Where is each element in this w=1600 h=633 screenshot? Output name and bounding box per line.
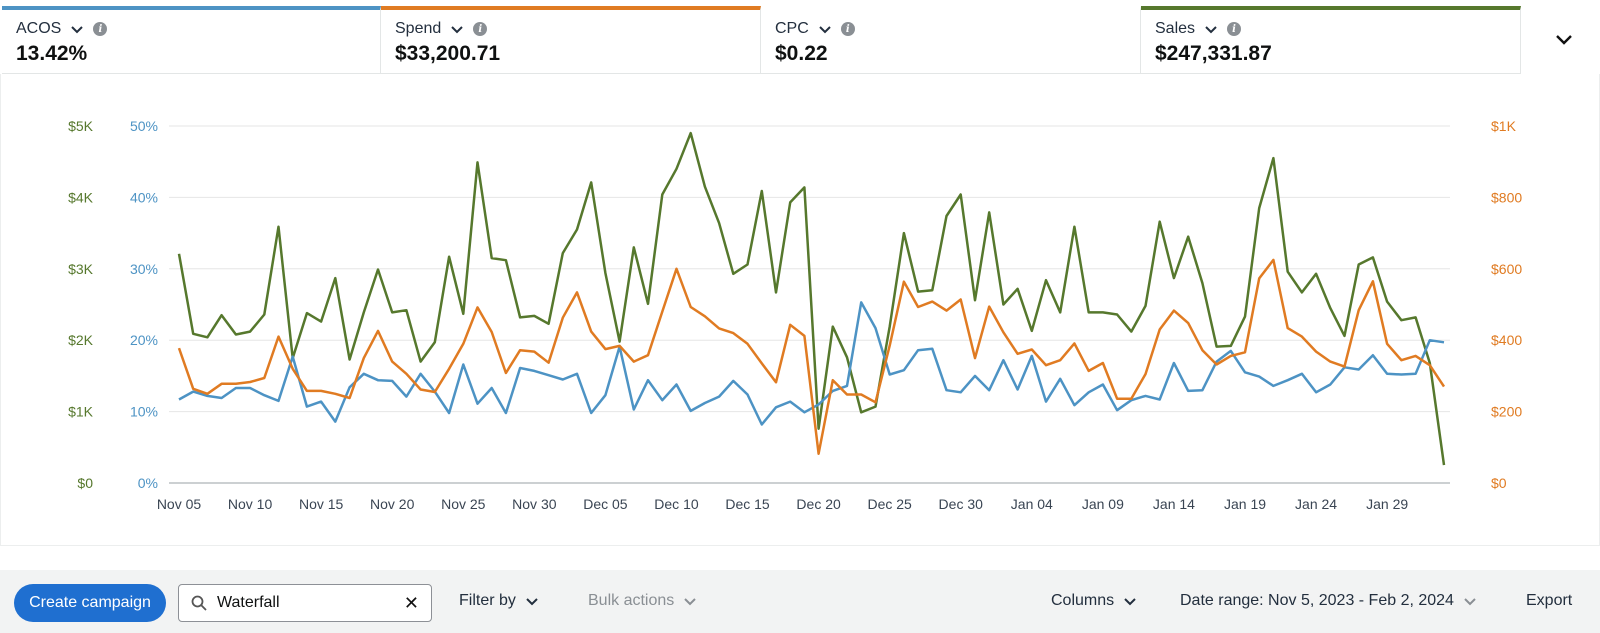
columns-dropdown[interactable]: Columns xyxy=(1051,592,1138,610)
x-axis-tick-label: Jan 04 xyxy=(1011,496,1053,512)
acos-axis-tick-label: 20% xyxy=(130,332,158,348)
sales-axis-tick-label: $1K xyxy=(68,404,94,420)
series-line-spend xyxy=(177,258,1446,455)
metric-label: Spend xyxy=(395,20,442,37)
acos-axis-tick-label: 10% xyxy=(130,404,158,420)
x-axis-tick-label: Dec 20 xyxy=(796,496,841,512)
date-range-label: Date range: Nov 5, 2023 - Feb 2, 2024 xyxy=(1180,592,1454,609)
sales-axis-tick-label: $4K xyxy=(68,189,94,205)
x-axis-tick-label: Jan 19 xyxy=(1224,496,1266,512)
metric-value: 13.42% xyxy=(16,42,88,65)
acos-axis-tick-label: 30% xyxy=(130,261,158,277)
x-axis-tick-label: Dec 30 xyxy=(939,496,984,512)
chevron-down-icon[interactable] xyxy=(1203,21,1219,37)
x-axis-tick-label: Nov 30 xyxy=(512,496,557,512)
export-label: Export xyxy=(1526,592,1573,609)
x-axis-tick-label: Dec 25 xyxy=(867,496,912,512)
chevron-down-icon[interactable] xyxy=(817,21,833,37)
acos-axis-tick-label: 50% xyxy=(130,118,158,134)
spend-axis-tick-label: $800 xyxy=(1491,189,1522,205)
x-axis-tick-label: Jan 24 xyxy=(1295,496,1337,512)
metric-label: CPC xyxy=(775,20,809,37)
x-axis-tick-label: Dec 10 xyxy=(654,496,699,512)
search-input[interactable] xyxy=(217,594,387,612)
series-line-sales xyxy=(177,131,1446,466)
spend-axis-tick-label: $600 xyxy=(1491,261,1522,277)
metric-value: $33,200.71 xyxy=(395,42,501,65)
bulk-actions-label: Bulk actions xyxy=(588,592,675,609)
x-axis-tick-label: Nov 20 xyxy=(370,496,415,512)
x-axis-tick-label: Nov 15 xyxy=(299,496,344,512)
spend-axis-tick-label: $0 xyxy=(1491,475,1507,491)
x-axis-tick-label: Nov 10 xyxy=(228,496,273,512)
acos-axis-tick-label: 0% xyxy=(138,475,158,491)
x-axis-tick-label: Nov 05 xyxy=(157,496,202,512)
export-button[interactable]: Export xyxy=(1526,592,1572,610)
campaign-toolbar: Create campaign ✕ Filter by Bulk actions… xyxy=(0,570,1600,633)
info-icon[interactable]: i xyxy=(93,22,108,36)
acos-axis-tick-label: 40% xyxy=(130,189,158,205)
close-icon[interactable]: ✕ xyxy=(403,592,419,613)
performance-chart: $0 $1K $2K $3K $4K $5K 0% 10% 20% 30% 40% 50% $0 $200… xyxy=(0,74,1600,546)
chevron-down-icon xyxy=(1464,598,1476,606)
x-axis-tick-label: Jan 14 xyxy=(1153,496,1195,512)
expand-chevron-icon[interactable] xyxy=(1553,30,1575,48)
sales-axis-tick-label: $2K xyxy=(68,332,94,348)
bulk-actions-dropdown[interactable]: Bulk actions xyxy=(588,592,698,610)
info-icon[interactable]: i xyxy=(840,22,855,36)
x-axis-tick-label: Jan 29 xyxy=(1366,496,1408,512)
spend-axis-tick-label: $400 xyxy=(1491,332,1522,348)
x-axis-tick-label: Nov 25 xyxy=(441,496,486,512)
info-icon[interactable]: i xyxy=(1227,22,1242,36)
metric-label: Sales xyxy=(1155,20,1196,37)
metric-tile-cpc[interactable]: CPC i $0.22 xyxy=(761,6,1141,74)
sales-axis-tick-label: $3K xyxy=(68,261,94,277)
line-chart-svg: $0 $1K $2K $3K $4K $5K 0% 10% 20% 30% 40% 50% $0 $200… xyxy=(68,118,1522,512)
search-box[interactable]: ✕ xyxy=(178,584,432,622)
sales-axis-tick-label: $0 xyxy=(77,475,93,491)
x-axis-tick-label: Dec 05 xyxy=(583,496,628,512)
filter-by-label: Filter by xyxy=(459,592,516,609)
metric-value: $247,331.87 xyxy=(1155,42,1272,65)
spend-axis-tick-label: $1K xyxy=(1491,118,1517,134)
columns-label: Columns xyxy=(1051,592,1115,609)
date-range-dropdown[interactable]: Date range: Nov 5, 2023 - Feb 2, 2024 xyxy=(1180,592,1478,610)
metric-tile-spend[interactable]: Spend i $33,200.71 xyxy=(381,6,761,74)
chevron-down-icon xyxy=(526,598,538,606)
metric-tile-acos[interactable]: ACOS i 13.42% xyxy=(2,6,381,74)
metric-value: $0.22 xyxy=(775,42,828,65)
spend-axis-tick-label: $200 xyxy=(1491,404,1522,420)
x-axis-tick-label: Jan 09 xyxy=(1082,496,1124,512)
search-icon xyxy=(191,595,207,611)
chevron-down-icon[interactable] xyxy=(449,21,465,37)
sales-axis-tick-label: $5K xyxy=(68,118,94,134)
metric-tile-sales[interactable]: Sales i $247,331.87 xyxy=(1141,6,1521,74)
metrics-bar: ACOS i 13.42% Spend i $33,200.71 CPC i $… xyxy=(0,0,1600,74)
chevron-down-icon[interactable] xyxy=(69,21,85,37)
filter-by-dropdown[interactable]: Filter by xyxy=(459,592,540,610)
x-axis-tick-label: Dec 15 xyxy=(725,496,770,512)
create-campaign-button[interactable]: Create campaign xyxy=(14,584,166,622)
chevron-down-icon xyxy=(1124,598,1136,606)
info-icon[interactable]: i xyxy=(473,22,488,36)
metric-label: ACOS xyxy=(16,20,62,37)
chevron-down-icon xyxy=(684,598,696,606)
